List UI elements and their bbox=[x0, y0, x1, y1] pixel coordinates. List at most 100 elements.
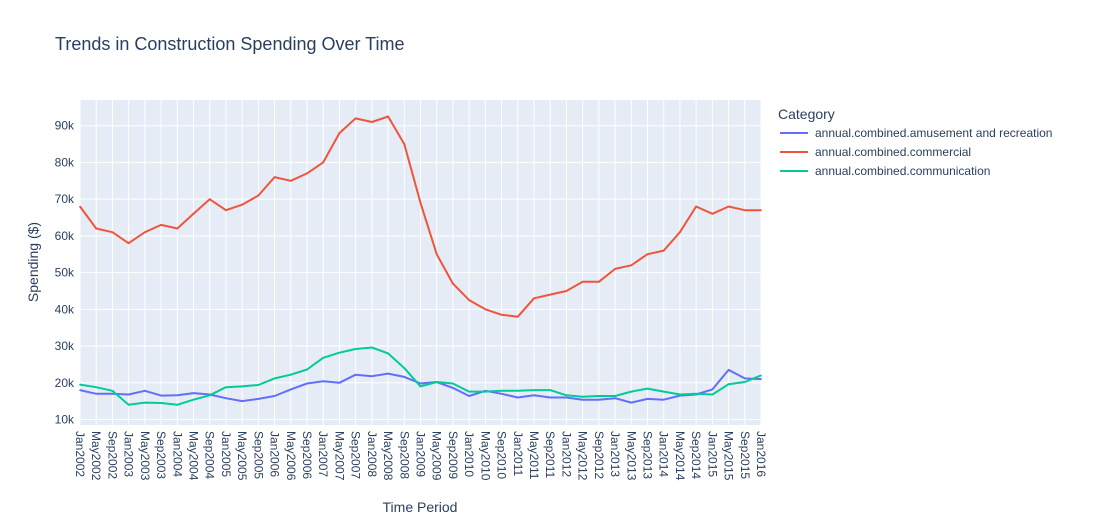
data-point bbox=[127, 404, 130, 406]
data-point bbox=[760, 374, 762, 377]
x-tick-label: May2009 bbox=[430, 431, 444, 481]
data-point bbox=[354, 348, 357, 350]
x-tick-label: Sep2014 bbox=[689, 431, 703, 479]
data-point bbox=[598, 398, 600, 401]
y-axis-title: Spending ($) bbox=[25, 222, 41, 302]
data-point bbox=[630, 390, 633, 393]
data-point bbox=[598, 395, 600, 397]
data-point bbox=[354, 117, 357, 120]
data-point bbox=[176, 404, 179, 406]
data-point bbox=[695, 205, 697, 208]
data-point bbox=[549, 389, 552, 391]
data-point bbox=[225, 209, 227, 211]
data-point bbox=[743, 209, 746, 211]
data-point bbox=[533, 389, 535, 391]
data-point bbox=[306, 368, 308, 371]
data-point bbox=[338, 381, 341, 384]
data-point bbox=[257, 194, 260, 197]
data-point bbox=[533, 394, 535, 397]
data-point bbox=[516, 396, 519, 399]
data-point bbox=[419, 382, 422, 385]
data-point bbox=[273, 176, 276, 178]
x-tick-label: May2007 bbox=[332, 431, 346, 481]
y-tick-label: 10k bbox=[55, 412, 75, 426]
data-point bbox=[468, 395, 470, 397]
data-point bbox=[468, 299, 470, 301]
data-point bbox=[452, 282, 454, 285]
data-point bbox=[208, 198, 211, 200]
x-tick-label: Sep2015 bbox=[738, 431, 752, 479]
data-point bbox=[79, 383, 81, 386]
data-point bbox=[581, 398, 584, 401]
legend-title: Category bbox=[778, 106, 835, 122]
data-point bbox=[257, 398, 260, 400]
legend-label: annual.combined.amusement and recreation bbox=[815, 126, 1052, 140]
data-point bbox=[225, 397, 227, 399]
x-tick-label: May2011 bbox=[527, 431, 541, 480]
data-point bbox=[614, 395, 616, 397]
data-point bbox=[614, 397, 616, 399]
data-point bbox=[630, 264, 633, 267]
series-lines bbox=[79, 115, 762, 406]
y-tick-label: 50k bbox=[55, 266, 75, 280]
data-point bbox=[338, 351, 341, 354]
data-point bbox=[484, 390, 487, 393]
data-point bbox=[565, 396, 568, 399]
data-point bbox=[144, 390, 146, 392]
x-tick-label: Sep2005 bbox=[251, 431, 265, 479]
x-tick-label: Sep2013 bbox=[641, 431, 655, 479]
legend-item[interactable]: annual.combined.communication bbox=[780, 164, 990, 178]
data-point bbox=[403, 376, 406, 378]
data-point bbox=[662, 249, 665, 252]
data-point bbox=[452, 387, 454, 389]
data-point bbox=[306, 382, 308, 385]
x-tick-label: May2015 bbox=[722, 431, 736, 481]
x-tick-label: May2005 bbox=[235, 431, 249, 481]
data-point bbox=[743, 381, 746, 383]
data-point bbox=[273, 395, 276, 397]
data-point bbox=[95, 392, 98, 395]
data-point bbox=[484, 308, 487, 311]
x-tick-label: Jan2003 bbox=[122, 431, 136, 477]
data-point bbox=[598, 280, 600, 283]
x-tick-label: Jan2009 bbox=[414, 431, 428, 477]
data-point bbox=[387, 115, 389, 118]
data-point bbox=[160, 402, 162, 404]
data-point bbox=[176, 394, 179, 397]
data-point bbox=[306, 172, 308, 175]
data-point bbox=[371, 346, 373, 349]
x-axis-ticks: Jan2002 May2002 Sep2002 Jan2003 May2003 Sep20… bbox=[73, 431, 768, 481]
data-point bbox=[111, 231, 114, 234]
data-point bbox=[711, 213, 714, 215]
data-point bbox=[500, 314, 503, 316]
data-point bbox=[289, 388, 292, 391]
x-tick-label: Jan2013 bbox=[608, 431, 622, 477]
data-point bbox=[500, 390, 503, 392]
data-point bbox=[646, 253, 649, 256]
data-point bbox=[630, 401, 633, 404]
x-tick-label: Jan2007 bbox=[316, 431, 330, 477]
y-tick-label: 80k bbox=[55, 155, 75, 169]
x-tick-label: May2014 bbox=[673, 431, 687, 481]
legend-label: annual.combined.commercial bbox=[815, 145, 971, 159]
grid-lines bbox=[79, 100, 762, 425]
data-point bbox=[192, 213, 195, 215]
data-point bbox=[662, 390, 665, 393]
data-point bbox=[452, 382, 454, 385]
data-point bbox=[144, 401, 146, 404]
x-tick-label: Jan2006 bbox=[268, 431, 282, 477]
data-point bbox=[727, 205, 730, 208]
data-point bbox=[192, 392, 195, 394]
data-point bbox=[727, 369, 730, 371]
data-point bbox=[208, 394, 211, 397]
x-tick-label: Jan2014 bbox=[657, 431, 671, 477]
y-tick-label: 40k bbox=[55, 302, 75, 316]
legend-item[interactable]: annual.combined.commercial bbox=[780, 145, 971, 159]
data-point bbox=[500, 392, 503, 395]
legend-item[interactable]: annual.combined.amusement and recreation bbox=[780, 126, 1052, 140]
data-point bbox=[679, 231, 681, 234]
data-point bbox=[144, 231, 146, 234]
y-axis-ticks: 10k 20k 30k 40k 50k 60k 70k 80k 90k bbox=[55, 119, 75, 427]
